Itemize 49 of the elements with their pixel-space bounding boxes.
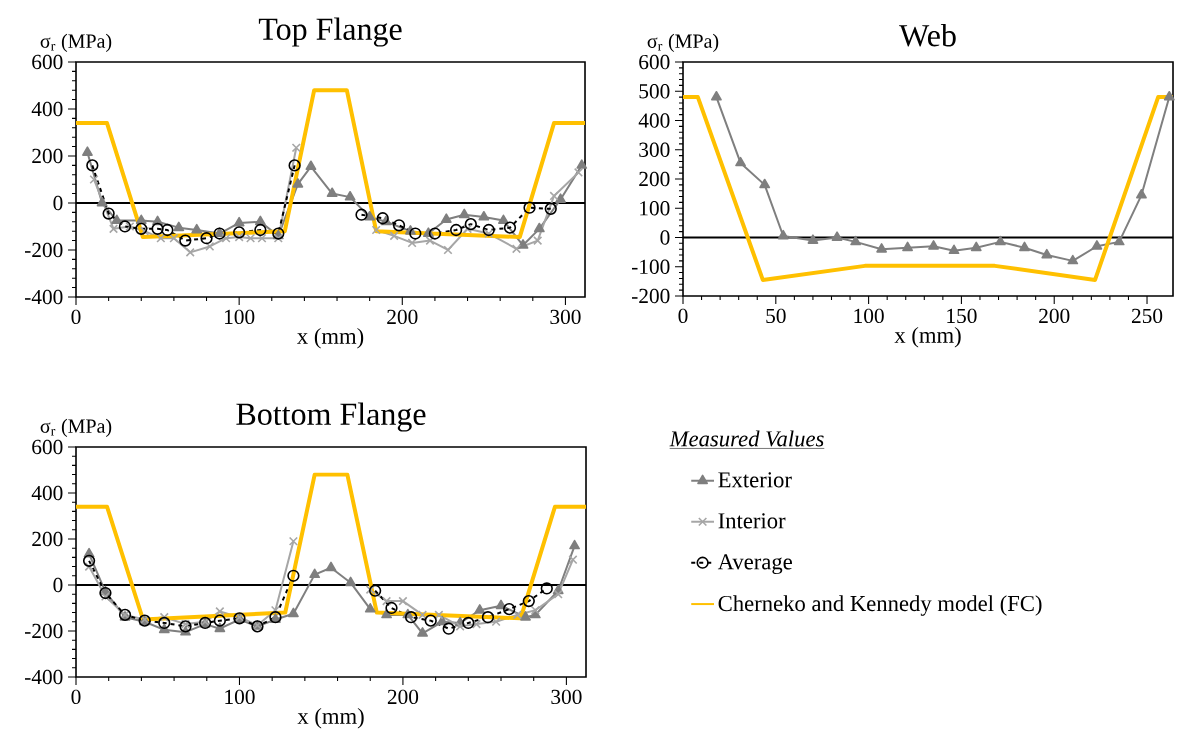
x-tick-label: 100 (854, 308, 884, 324)
legend-label: Average (717, 554, 792, 575)
y-tick-label: 600 (32, 54, 63, 70)
x-tick-label: 0 (71, 309, 81, 325)
legend-label: Exterior (718, 472, 792, 488)
x-tick-label: 300 (550, 309, 581, 325)
x-tick-label: 250 (1131, 308, 1163, 324)
y-tick-label: 400 (638, 113, 670, 128)
x-tick-label: 200 (1039, 308, 1070, 324)
y-tick-label: 500 (639, 84, 670, 99)
x-axis-title: x (mm) (297, 707, 364, 729)
y-tick-label: 0 (660, 230, 670, 245)
legend-title: Measured Values (669, 430, 824, 447)
x-tick-label: 100 (225, 309, 255, 325)
y-axis-title: σ$_{r}$ (MPa) (647, 33, 719, 52)
y-tick-label: 0 (53, 195, 63, 211)
y-tick-label: -200 (24, 623, 63, 639)
y-tick-label: -100 (631, 259, 670, 274)
y-axis-title: σ$_{r}$ (MPa) (40, 418, 112, 437)
y-tick-label: 400 (31, 101, 63, 117)
x-tick-label: 100 (225, 689, 255, 705)
y-tick-label: 100 (640, 201, 670, 216)
y-tick-label: -400 (24, 669, 63, 685)
legend-label: Interior (718, 513, 786, 529)
x-tick-label: 50 (766, 308, 786, 324)
chart-title: Top Flange (258, 17, 402, 47)
x-tick-label: 300 (551, 689, 582, 705)
x-tick-label: 200 (387, 689, 419, 705)
chart-title: Bottom Flange (236, 402, 426, 432)
y-axis-title: σ$_{r}$ (MPa) (40, 33, 112, 52)
y-tick-label: -200 (631, 288, 670, 304)
x-tick-label: 0 (71, 689, 81, 705)
x-tick-label: 200 (387, 309, 418, 325)
y-tick-label: 0 (53, 577, 63, 593)
y-tick-label: 400 (31, 485, 63, 501)
x-tick-label: 0 (678, 308, 688, 324)
legend-label: Cherneko and Kennedy model (FC) (718, 595, 1042, 616)
x-tick-label: 150 (947, 308, 977, 324)
x-axis-title: x (mm) (894, 326, 961, 348)
y-tick-label: 300 (639, 142, 670, 157)
chart-title: Web (899, 23, 956, 47)
y-tick-label: 600 (32, 439, 63, 455)
y-tick-label: 200 (32, 148, 63, 164)
y-tick-label: -400 (24, 289, 63, 305)
y-tick-label: 600 (639, 54, 670, 70)
y-tick-label: 200 (639, 171, 670, 187)
y-tick-label: -200 (24, 242, 63, 258)
y-tick-label: 200 (32, 531, 63, 547)
x-axis-title: x (mm) (297, 327, 364, 349)
